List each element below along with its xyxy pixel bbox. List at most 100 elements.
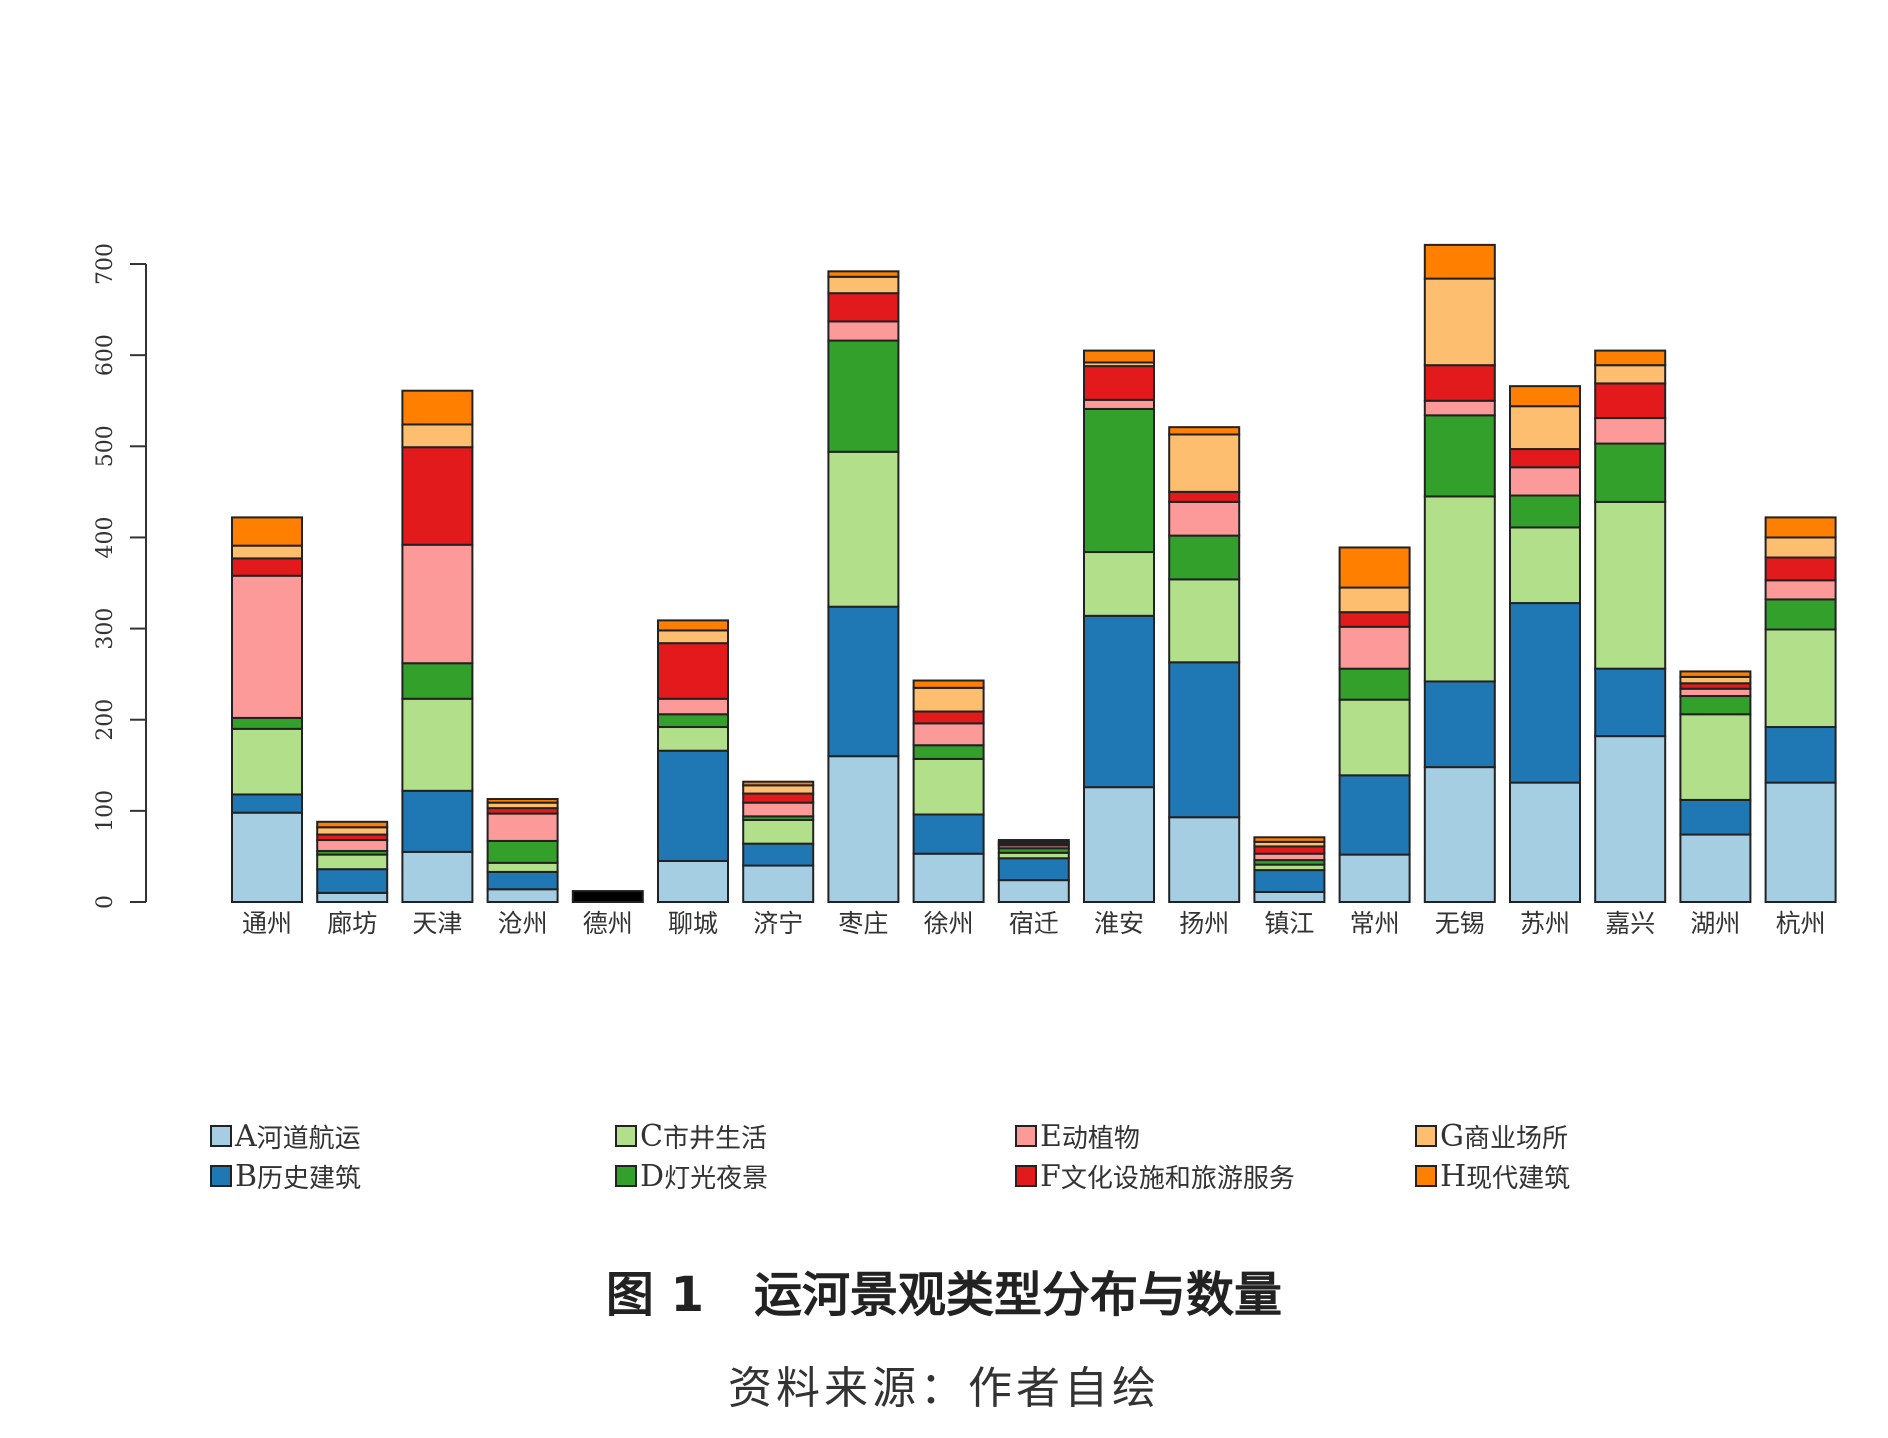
bar-segment bbox=[231, 727, 303, 796]
x-tick-label: 枣庄 bbox=[838, 909, 888, 938]
bar-segment bbox=[1679, 798, 1752, 836]
bar-segment bbox=[742, 801, 815, 818]
bar-segment bbox=[1423, 364, 1496, 402]
bar-segment bbox=[1764, 781, 1837, 904]
bar-segment bbox=[1168, 661, 1241, 819]
stacked-bar-chart: 0 100 200 300 400 500 600 700 通州 廊坊 天津 沧州 德州 聊城 济宁 枣庄 徐… bbox=[93, 243, 1837, 938]
bar-stack bbox=[827, 270, 900, 904]
bar-segment bbox=[827, 755, 900, 904]
legend-swatch bbox=[210, 1125, 232, 1147]
bar-stack bbox=[1594, 349, 1667, 903]
x-tick-label: 扬州 bbox=[1179, 909, 1229, 938]
bar-segment bbox=[1764, 536, 1837, 559]
bar-segment bbox=[1083, 551, 1155, 617]
bar-segment bbox=[231, 811, 303, 903]
bar-segment bbox=[1253, 890, 1326, 904]
bar-stack bbox=[486, 798, 559, 904]
bar-segment bbox=[401, 697, 474, 792]
y-axis: 0 100 200 300 400 500 600 700 bbox=[93, 243, 147, 909]
bar-segment bbox=[1679, 670, 1752, 678]
bar-segment bbox=[1083, 614, 1155, 789]
bar-segment bbox=[316, 826, 389, 836]
bar-segment bbox=[1594, 500, 1667, 670]
bar-segment bbox=[657, 697, 729, 716]
bar-segment bbox=[1764, 579, 1837, 601]
bar-segment bbox=[827, 292, 900, 323]
bar-segment bbox=[1253, 836, 1326, 843]
x-tick-label: 镇江 bbox=[1264, 909, 1314, 938]
bar-segment bbox=[1509, 385, 1581, 408]
x-tick-label: 天津 bbox=[412, 909, 462, 938]
bar-segment bbox=[316, 891, 389, 903]
bar-segment bbox=[1168, 426, 1241, 436]
bar-segment bbox=[1594, 735, 1667, 903]
bar-segment bbox=[1594, 442, 1667, 503]
bar-segment bbox=[316, 868, 389, 894]
bar-segment bbox=[657, 629, 729, 645]
bar-segment bbox=[1423, 243, 1496, 280]
bar-stack bbox=[231, 516, 303, 903]
bar-stack bbox=[1423, 243, 1496, 903]
legend-item: C 市井生活 bbox=[615, 1118, 767, 1154]
bar-segment bbox=[1338, 586, 1411, 614]
bar-stack bbox=[1338, 546, 1411, 903]
bar-segment bbox=[231, 516, 303, 547]
bar-segment bbox=[1509, 526, 1581, 605]
bar-segment bbox=[1764, 628, 1837, 729]
figure-number: 图 1 bbox=[605, 1267, 705, 1323]
y-tick-label: 200 bbox=[93, 699, 118, 741]
bar-segment bbox=[1679, 695, 1752, 716]
bar-segment bbox=[401, 789, 474, 853]
legend-key: G bbox=[1440, 1118, 1464, 1154]
bar-segment bbox=[1679, 713, 1752, 801]
legend-key: E bbox=[1040, 1118, 1062, 1154]
bar-stack bbox=[657, 619, 729, 903]
bar-segment bbox=[742, 818, 815, 845]
x-tick-label: 常州 bbox=[1350, 909, 1400, 938]
bar-segment bbox=[1423, 680, 1496, 769]
bar-segment bbox=[827, 450, 900, 608]
bar-segment bbox=[1764, 726, 1837, 784]
legend-item: F 文化设施和旅游服务 bbox=[1015, 1158, 1295, 1194]
bar-segment bbox=[231, 557, 303, 577]
legend-item: H 现代建筑 bbox=[1415, 1158, 1570, 1194]
bar-segment bbox=[1509, 448, 1581, 469]
bar-segment bbox=[1083, 349, 1155, 364]
x-tick-label: 苏州 bbox=[1520, 909, 1570, 938]
bar-segment bbox=[401, 850, 474, 903]
bar-stack bbox=[1764, 516, 1837, 904]
bar-segment bbox=[1338, 611, 1411, 628]
bar-stack bbox=[401, 389, 474, 903]
bar-segment bbox=[742, 842, 815, 867]
legend-swatch bbox=[615, 1165, 637, 1187]
bar-segment bbox=[1764, 516, 1837, 539]
x-tick-label: 聊城 bbox=[668, 909, 718, 938]
bar-segment bbox=[401, 446, 474, 546]
legend-item: A 河道航运 bbox=[210, 1118, 361, 1154]
bar-stack bbox=[997, 839, 1070, 904]
legend-key: F bbox=[1040, 1158, 1061, 1194]
x-tick-label: 徐州 bbox=[924, 909, 974, 938]
x-tick-label: 廊坊 bbox=[327, 909, 377, 938]
x-axis-labels: 通州 廊坊 天津 沧州 德州 聊城 济宁 枣庄 徐州 宿迁 淮安 扬州 镇江 常州 无锡 苏州 嘉兴 湖州 杭州 bbox=[242, 909, 1826, 938]
bar-segment bbox=[1594, 382, 1667, 420]
y-tick-label: 600 bbox=[93, 334, 118, 376]
bar-segment bbox=[657, 726, 729, 752]
bar-stack bbox=[1168, 426, 1241, 904]
bar-segment bbox=[657, 859, 729, 903]
x-tick-label: 宿迁 bbox=[1009, 909, 1059, 938]
legend-swatch bbox=[210, 1165, 232, 1187]
bar-segment bbox=[657, 749, 729, 862]
y-tick-label: 100 bbox=[93, 790, 118, 832]
bar-segment bbox=[1594, 349, 1667, 367]
legend-label: 现代建筑 bbox=[1466, 1163, 1571, 1194]
bar-segment bbox=[1509, 405, 1581, 451]
legend-label: 河道航运 bbox=[256, 1123, 361, 1154]
bar-segment bbox=[827, 275, 900, 295]
y-tick-label: 300 bbox=[93, 608, 118, 650]
bar-segment bbox=[912, 722, 985, 747]
bar-segment bbox=[1253, 845, 1326, 855]
figure-title: 运河景观类型分布与数量 bbox=[754, 1267, 1283, 1323]
bar-segment bbox=[1509, 781, 1581, 904]
bar-segment bbox=[486, 798, 559, 804]
